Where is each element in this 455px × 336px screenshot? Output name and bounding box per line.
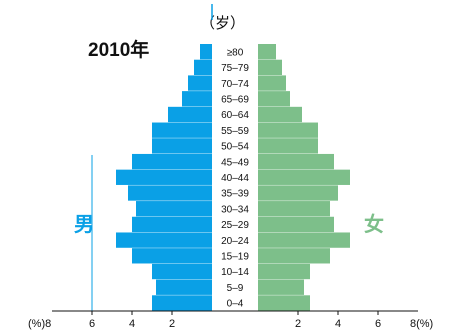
female-bar <box>258 153 334 170</box>
age-group-label: 25–29 <box>221 220 249 231</box>
x-axis-unit-left: (%)8 <box>28 318 51 330</box>
x-axis-unit-right: 8(%) <box>410 318 433 330</box>
male-bar <box>156 279 212 295</box>
female-bar <box>258 248 330 264</box>
female-bar <box>258 185 338 201</box>
age-group-label: 45–49 <box>221 157 249 168</box>
male-bar <box>152 263 212 280</box>
bars-layer <box>116 44 350 311</box>
female-bar <box>258 122 318 138</box>
male-bar <box>132 248 212 264</box>
male-bar <box>152 122 212 138</box>
female-bar <box>258 232 350 248</box>
male-bar <box>168 106 212 123</box>
male-bar <box>132 153 212 170</box>
female-bar <box>258 169 350 185</box>
female-bar <box>258 75 286 91</box>
x-tick-label: 6 <box>89 318 95 330</box>
chart-title: 2010年 <box>88 38 149 61</box>
age-group-label: 65–69 <box>221 94 249 105</box>
female-bar <box>258 279 304 295</box>
male-bar <box>152 138 212 154</box>
age-group-label: 10–14 <box>221 267 249 278</box>
age-group-label: 55–59 <box>221 126 249 137</box>
age-group-label: 30–34 <box>221 204 249 215</box>
female-bar <box>258 138 318 154</box>
age-group-label: 0–4 <box>227 299 244 310</box>
male-bar <box>128 185 212 201</box>
male-bar <box>152 295 212 311</box>
age-group-label: 60–64 <box>221 110 249 121</box>
female-bar <box>258 44 276 60</box>
female-bar <box>258 59 282 76</box>
female-bar <box>258 106 302 123</box>
age-group-label: 40–44 <box>221 173 249 184</box>
male-bar <box>200 44 212 60</box>
female-bar <box>258 263 310 280</box>
age-labels-layer: 0–4 5–9 10–14 15–19 20–24 25–29 30–34 35–39 40–4… <box>221 47 249 309</box>
male-bar <box>182 91 212 107</box>
male-bar <box>116 169 212 185</box>
female-series-label: 女 <box>364 212 384 236</box>
x-tick-label: 6 <box>375 318 381 330</box>
age-group-label: 75–79 <box>221 63 249 74</box>
male-bar <box>188 75 212 91</box>
female-bar <box>258 201 330 217</box>
age-group-label: 20–24 <box>221 236 249 247</box>
x-tick-label: 4 <box>129 318 135 330</box>
female-bar <box>258 295 310 311</box>
x-axis: 6 4 2 2 4 6 (%)8 8(%) <box>28 4 433 330</box>
age-group-label: 70–74 <box>221 79 249 90</box>
age-group-label: 50–54 <box>221 142 249 153</box>
male-bar <box>116 232 212 248</box>
x-tick-label: 2 <box>169 318 175 330</box>
age-group-label: 35–39 <box>221 189 249 200</box>
male-bar <box>194 59 212 76</box>
x-tick-label: 4 <box>335 318 341 330</box>
male-series-label: 男 <box>74 212 94 236</box>
male-bar <box>132 216 212 233</box>
x-tick-label: 2 <box>295 318 301 330</box>
female-bar <box>258 91 290 107</box>
age-unit-label: （岁） <box>200 14 245 32</box>
male-bar <box>136 201 212 217</box>
female-bar <box>258 216 334 233</box>
age-group-label: ≥80 <box>227 47 244 58</box>
age-group-label: 15–19 <box>221 252 249 263</box>
age-group-label: 5–9 <box>227 283 244 294</box>
